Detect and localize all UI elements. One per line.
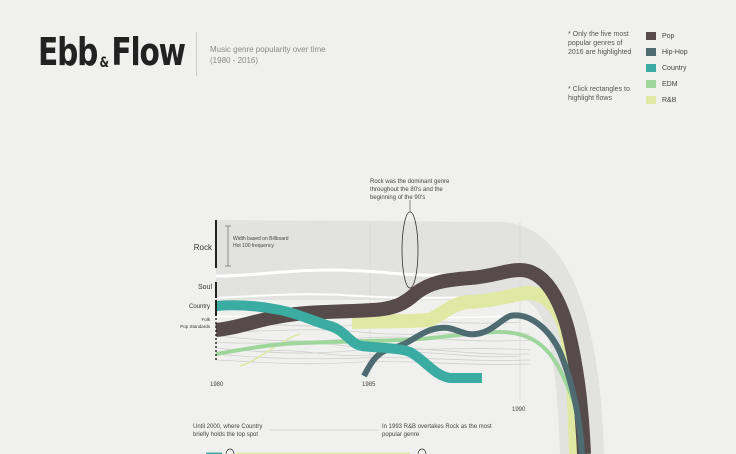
annotation-rnb-overtakes: In 1993 R&B overtakes Rock as the most p…: [382, 424, 492, 438]
title-part-ebb: Ebb: [38, 30, 98, 74]
genre-label-pop-standards: Pop Standards: [180, 324, 210, 329]
axis-label-1990: 1990: [512, 407, 526, 413]
rnb-annotation-marker: [417, 448, 427, 454]
legend-swatch-edm[interactable]: [646, 80, 656, 88]
legend-label-pop: Pop: [662, 32, 675, 40]
genre-label-folk: Folk: [201, 317, 210, 322]
legend-item-edm[interactable]: EDM: [646, 76, 688, 92]
legend-swatch-pop[interactable]: [646, 32, 656, 40]
annotation-country-top: Until 2000, where Country briefly holds …: [193, 424, 263, 438]
axis-label-1980: 1980: [210, 382, 224, 388]
genre-label-soul: Soul: [197, 284, 212, 291]
subtitle: Music genre popularity over time (1980 -…: [210, 45, 326, 65]
minor-line-6: [215, 359, 531, 365]
rock-annotation-ellipse: [401, 211, 419, 289]
legend: Pop Hip-Hop Country EDM R&B: [646, 28, 688, 108]
legend-swatch-rnb[interactable]: [646, 96, 656, 104]
axis-label-1985: 1985: [362, 382, 376, 388]
country-flow[interactable]: [215, 300, 482, 383]
genre-label-country: Country: [188, 304, 210, 310]
title-ampersand: &: [99, 55, 110, 71]
legend-swatch-country[interactable]: [646, 64, 656, 72]
title-divider: [196, 32, 197, 76]
click-note: * Click rectangles to highlight flows: [568, 86, 630, 102]
legend-item-country[interactable]: Country: [646, 60, 688, 76]
legend-label-country: Country: [662, 64, 687, 72]
minor-line-2: [215, 335, 531, 342]
highlight-note: * Only the five most popular genres of 2…: [568, 31, 632, 56]
width-note: Width based on Billboard Hot 100 frequen…: [233, 236, 289, 249]
genre-label-rock: Rock: [193, 243, 212, 252]
legend-label-edm: EDM: [662, 80, 678, 88]
rnb-flow-early[interactable]: [239, 333, 301, 367]
legend-item-hip-hop[interactable]: Hip-Hop: [646, 44, 688, 60]
rock-band: [216, 220, 604, 454]
legend-swatch-hip-hop[interactable]: [646, 48, 656, 56]
legend-item-rnb[interactable]: R&B: [646, 92, 688, 108]
legend-label-rnb: R&B: [662, 96, 677, 104]
annotation-rock-dominant: Rock was the dominant genre throughout t…: [370, 179, 450, 201]
legend-label-hip-hop: Hip-Hop: [662, 48, 688, 56]
country-annotation-marker: [225, 448, 235, 454]
legend-item-pop[interactable]: Pop: [646, 28, 688, 44]
app-title: Ebb &Flow: [38, 30, 186, 74]
title-part-flow: Flow: [111, 30, 186, 74]
edm-flow[interactable]: [215, 329, 590, 454]
